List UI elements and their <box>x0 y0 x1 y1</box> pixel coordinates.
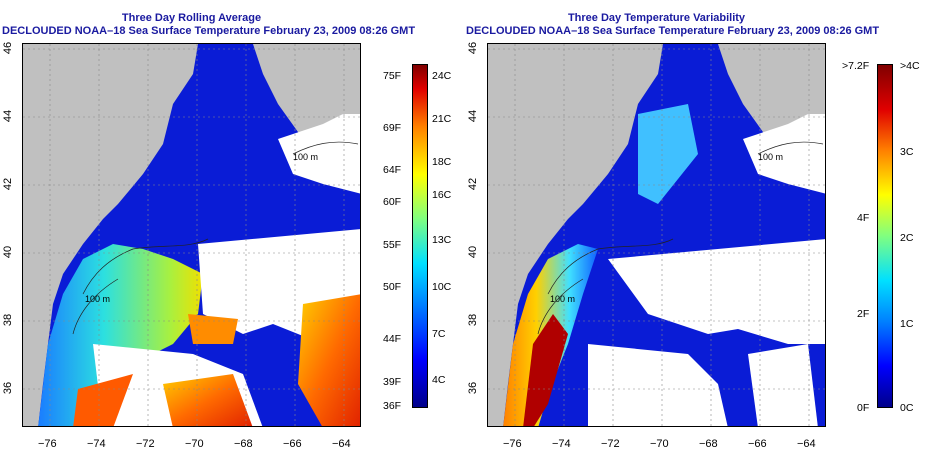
right-y-tick: 46 <box>467 41 480 55</box>
right-y-tick: 42 <box>467 177 480 191</box>
left-x-tick: −74 <box>87 438 106 450</box>
cb-f-label: 0F <box>857 402 870 414</box>
left-contour-label-1: 100 m <box>293 152 319 162</box>
cb-f-label: 60F <box>383 196 402 208</box>
right-variability-map: 100 m 100 m <box>487 43 826 427</box>
right-x-tick: −68 <box>699 438 718 450</box>
cb-f-label: 50F <box>383 281 402 293</box>
cb-c-label: 1C <box>900 318 914 330</box>
right-y-tick: 44 <box>467 109 480 123</box>
left-x-tick: −70 <box>185 438 204 450</box>
cb-f-label: 75F <box>383 70 402 82</box>
left-x-tick: −64 <box>332 438 351 450</box>
right-x-tick: −72 <box>601 438 620 450</box>
right-title: Three Day Temperature Variability <box>567 12 746 24</box>
right-x-tick: −66 <box>748 438 767 450</box>
left-y-tick: 44 <box>2 109 15 123</box>
cb-c-label: 7C <box>432 328 446 340</box>
cb-f-label: >7.2F <box>842 60 870 72</box>
left-title: Three Day Rolling Average <box>121 12 262 24</box>
right-y-tick: 40 <box>467 245 480 259</box>
cb-f-label: 39F <box>383 376 402 388</box>
cb-f-label: 55F <box>383 239 402 251</box>
cb-c-label: 16C <box>432 189 452 201</box>
cb-f-label: 69F <box>383 122 402 134</box>
right-y-tick: 38 <box>467 313 480 327</box>
cb-c-label: 18C <box>432 156 452 168</box>
right-x-tick: −74 <box>552 438 571 450</box>
cb-c-label: 2C <box>900 232 914 244</box>
left-y-tick: 38 <box>2 313 15 327</box>
left-contour-label-2: 100 m <box>85 294 111 304</box>
right-contour-label-2: 100 m <box>550 294 576 304</box>
left-y-tick: 40 <box>2 245 15 259</box>
right-x-tick: −76 <box>503 438 522 450</box>
right-subtitle: DECLOUDED NOAA–18 Sea Surface Temperatur… <box>466 25 880 37</box>
left-x-tick: −76 <box>38 438 57 450</box>
right-x-tick: −64 <box>797 438 816 450</box>
cb-f-label: 36F <box>383 400 402 412</box>
cb-c-label: 24C <box>432 70 452 82</box>
right-colorbar <box>877 64 893 408</box>
left-y-tick: 36 <box>2 381 15 395</box>
cb-c-label: 0C <box>900 402 914 414</box>
left-y-tick: 46 <box>2 41 15 55</box>
cb-c-label: 4C <box>432 374 446 386</box>
cb-f-label: 44F <box>383 333 402 345</box>
cb-c-label: 10C <box>432 281 452 293</box>
cb-c-label: 13C <box>432 234 452 246</box>
left-subtitle: DECLOUDED NOAA–18 Sea Surface Temperatur… <box>2 25 416 37</box>
left-x-tick: −72 <box>136 438 155 450</box>
left-y-tick: 42 <box>2 177 15 191</box>
left-colorbar <box>412 64 428 408</box>
right-y-tick: 36 <box>467 381 480 395</box>
cb-f-label: 64F <box>383 164 402 176</box>
left-sst-map: 100 m 100 m <box>22 43 361 427</box>
left-x-tick: −66 <box>283 438 302 450</box>
cb-f-label: 2F <box>857 308 870 320</box>
cb-c-label: 21C <box>432 113 452 125</box>
cb-f-label: 4F <box>857 212 870 224</box>
cb-c-label: 3C <box>900 146 914 158</box>
left-x-tick: −68 <box>234 438 253 450</box>
right-contour-label-1: 100 m <box>758 152 784 162</box>
right-x-tick: −70 <box>650 438 669 450</box>
cb-c-label: >4C <box>900 60 920 72</box>
